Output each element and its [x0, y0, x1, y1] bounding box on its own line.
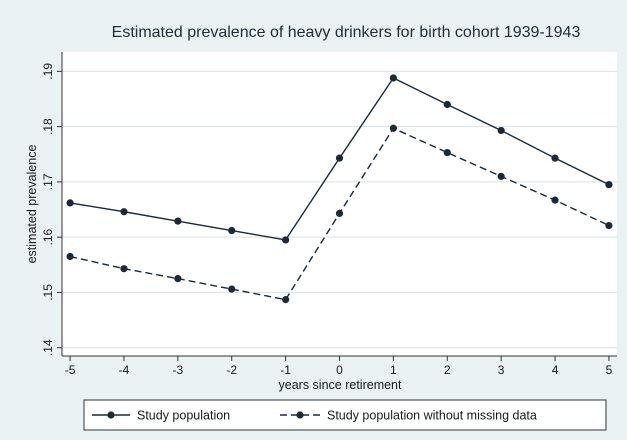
legend-label-1: Study population	[137, 409, 230, 423]
y-axis-title: estimated prevalence	[25, 145, 39, 264]
data-point	[228, 285, 236, 293]
x-tick-label: 0	[336, 363, 343, 377]
y-tick-label: .18	[41, 118, 55, 135]
data-point	[605, 181, 613, 189]
x-tick-label: -4	[119, 363, 130, 377]
legend-box	[83, 399, 607, 431]
data-point	[66, 199, 74, 207]
data-point	[497, 172, 505, 180]
y-tick-label: .14	[41, 339, 55, 356]
data-point	[120, 208, 128, 216]
data-point	[335, 209, 344, 217]
legend-marker-2	[296, 411, 304, 419]
data-point	[443, 148, 451, 157]
x-tick-label: -1	[280, 363, 291, 377]
data-point	[66, 252, 74, 261]
data-point	[551, 154, 559, 162]
data-point	[389, 74, 397, 82]
x-tick-label: 3	[498, 363, 505, 377]
data-point	[551, 196, 559, 204]
y-tick-label: .15	[41, 284, 55, 301]
data-point	[282, 236, 290, 244]
y-tick-label: .17	[41, 173, 55, 190]
x-tick-label: 4	[552, 363, 559, 377]
chart-title: Estimated prevalence of heavy drinkers f…	[112, 24, 581, 41]
data-point	[174, 275, 182, 283]
legend-items: Study population Study population without…	[92, 409, 537, 423]
x-axis-title: years since retirement	[279, 378, 402, 392]
data-point	[605, 221, 613, 230]
x-tick-label: -3	[173, 363, 184, 377]
data-point	[174, 217, 182, 225]
legend: Study population Study population without…	[83, 399, 607, 431]
x-tick-label: 1	[390, 363, 397, 377]
x-tick-label: -5	[65, 363, 76, 377]
y-tick-label: .19	[41, 63, 55, 80]
data-point	[120, 265, 128, 273]
data-point	[497, 126, 505, 135]
legend-label-2: Study population without missing data	[327, 409, 537, 423]
data-point	[389, 124, 397, 132]
data-point	[282, 296, 290, 304]
y-tick-label: .16	[41, 228, 55, 245]
data-point	[335, 154, 344, 162]
series-markers	[66, 74, 613, 304]
x-tick-label: -2	[226, 363, 237, 377]
data-point	[443, 100, 451, 109]
plot-area	[62, 52, 617, 356]
grid-lines	[62, 70, 617, 349]
axes: .14 .15 .16 .17 .18 .19 -5 -4 -3 -2 -1 0 1 2 3 4 5	[41, 52, 617, 377]
data-point	[228, 226, 236, 235]
x-tick-label: 2	[444, 363, 451, 377]
x-tick-label: 5	[606, 363, 613, 377]
legend-marker-1	[107, 411, 115, 419]
